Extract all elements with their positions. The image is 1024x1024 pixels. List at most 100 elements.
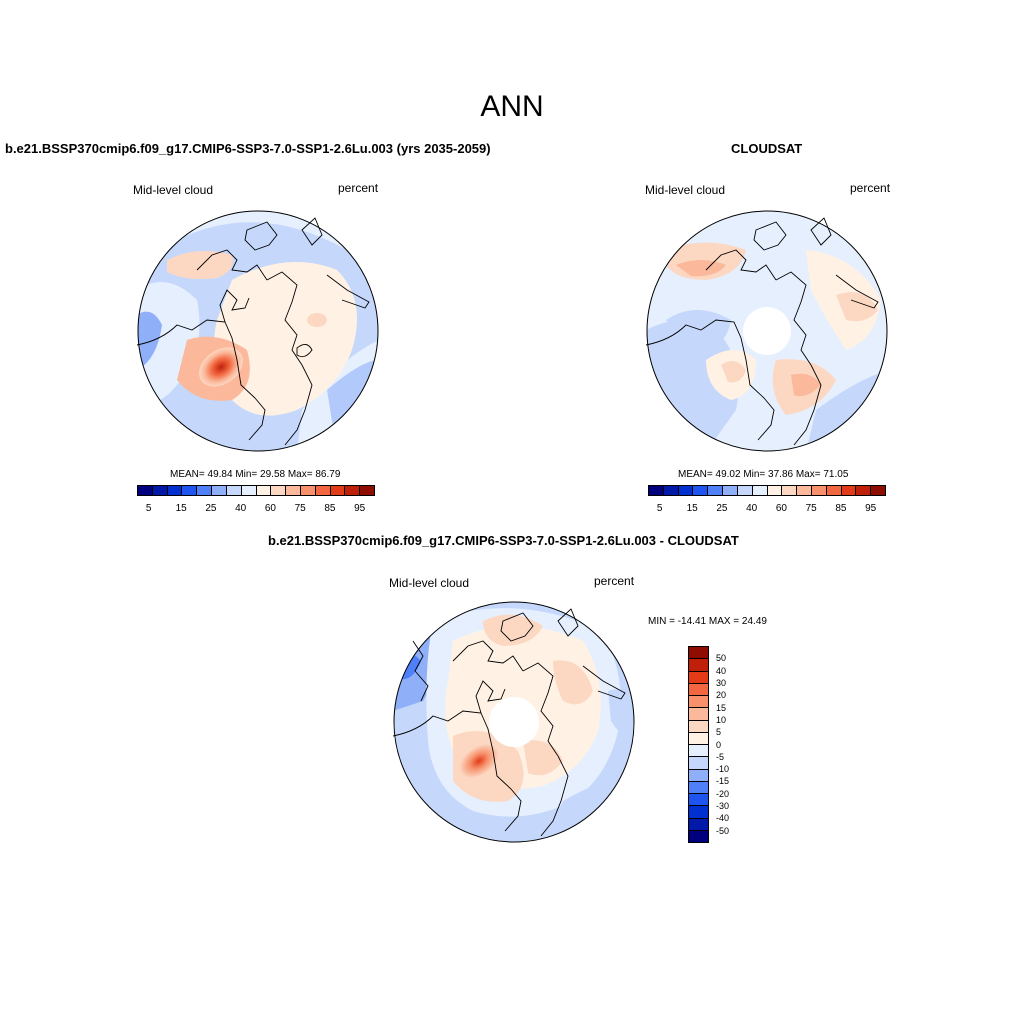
diff-colorbar-swatch [689, 780, 708, 793]
diff-colorbar-tick-label: -15 [716, 776, 730, 787]
diff-colorbar-swatch [689, 647, 708, 659]
diff-panel-title: b.e21.BSSP370cmip6.f09_g17.CMIP6-SSP3-7.… [268, 533, 739, 548]
obs-colorbar-swatch [855, 486, 871, 495]
diff-colorbar-swatch [689, 670, 708, 683]
diff-colorbar-swatch [689, 658, 708, 671]
diff-colorbar-tick-label: -10 [716, 764, 730, 775]
diff-colorbar-tick-label: -30 [716, 801, 730, 812]
obs-colorbar-tick-label: 25 [716, 503, 728, 514]
obs-colorbar-swatch [736, 486, 752, 495]
model-colorbar-swatch [314, 486, 330, 495]
obs-colorbar-swatch [751, 486, 767, 495]
diff-colorbar-tick-label: 50 [716, 653, 727, 664]
obs-colorbar-swatch [649, 486, 663, 495]
obs-colorbar-swatch [766, 486, 782, 495]
obs-colorbar-swatch [840, 486, 856, 495]
diff-colorbar-swatch [689, 817, 708, 830]
obs-colorbar-tick-label: 15 [686, 503, 698, 514]
diff-colorbar-swatch [689, 707, 708, 720]
diff-colorbar-swatch [689, 805, 708, 818]
diff-colorbar-tick-label: 10 [716, 714, 727, 725]
obs-colorbar-tick-label: 40 [746, 503, 758, 514]
diff-colorbar-swatch [689, 768, 708, 781]
obs-units-label: percent [850, 181, 891, 195]
obs-colorbar-swatch [677, 486, 693, 495]
obs-colorbar [648, 485, 886, 496]
obs-colorbar-swatch [692, 486, 708, 495]
diff-colorbar-swatch [689, 744, 708, 757]
model-polar-map [137, 210, 379, 452]
obs-colorbar-swatch [825, 486, 841, 495]
model-colorbar-swatch [285, 486, 300, 495]
model-colorbar-swatch [166, 486, 182, 495]
diff-polar-map [393, 601, 635, 843]
model-panel-title: b.e21.BSSP370cmip6.f09_g17.CMIP6-SSP3-7.… [5, 141, 491, 156]
diff-colorbar-tick-label: -40 [716, 813, 730, 824]
diff-variable-label: Mid-level cloud [389, 576, 470, 590]
obs-missing-data-hole [743, 307, 791, 355]
obs-colorbar-tick-label: 60 [775, 503, 787, 514]
season-title: ANN [480, 90, 544, 123]
diff-colorbar-swatch [689, 731, 708, 744]
diff-colorbar-swatch [689, 719, 708, 732]
model-colorbar [137, 485, 375, 496]
diff-colorbar-swatch [689, 695, 708, 708]
diff-colorbar-tick-label: -20 [716, 788, 730, 799]
diff-colorbar-tick-label: 40 [716, 665, 727, 676]
diff-colorbar-tick-label: -5 [716, 751, 725, 762]
obs-colorbar-swatch [662, 486, 678, 495]
model-colorbar-tick-label: 40 [235, 503, 247, 514]
model-colorbar-swatch [255, 486, 271, 495]
obs-panel-title: CLOUDSAT [731, 141, 803, 156]
model-colorbar-tick-label: 5 [145, 503, 152, 514]
model-colorbar-tick-label: 15 [175, 503, 187, 514]
model-variable-label: Mid-level cloud [133, 183, 214, 197]
model-colorbar-swatch [196, 486, 212, 495]
model-colorbar-tick-label: 85 [324, 503, 336, 514]
obs-colorbar-swatch [796, 486, 811, 495]
diff-stats: MIN = -14.41 MAX = 24.49 [648, 616, 767, 627]
obs-stats: MEAN= 49.02 Min= 37.86 Max= 71.05 [678, 469, 849, 480]
model-colorbar-swatch [240, 486, 256, 495]
obs-colorbar-swatch [707, 486, 723, 495]
diff-colorbar-swatch [689, 829, 708, 842]
model-colorbar-swatch [329, 486, 345, 495]
obs-colorbar-tick-label: 5 [656, 503, 663, 514]
obs-colorbar-tick-label: 85 [835, 503, 847, 514]
diff-colorbar-tick-label: 5 [716, 727, 722, 738]
diff-colorbar-tick-label: 20 [716, 690, 727, 701]
model-colorbar-tick-label: 60 [264, 503, 276, 514]
diff-colorbar-swatch [689, 793, 708, 806]
diff-colorbar-tick-label: 15 [716, 702, 727, 713]
diff-colorbar [688, 646, 709, 843]
diff-colorbar-swatch [689, 682, 708, 695]
model-colorbar-tick-label: 75 [294, 503, 306, 514]
model-colorbar-swatch [270, 486, 286, 495]
model-stats: MEAN= 49.84 Min= 29.58 Max= 86.79 [170, 469, 341, 480]
model-colorbar-swatch [181, 486, 197, 495]
model-colorbar-swatch [138, 486, 152, 495]
obs-colorbar-tick-label: 95 [865, 503, 877, 514]
model-colorbar-swatch [344, 486, 360, 495]
model-colorbar-tick-label: 95 [354, 503, 366, 514]
diff-colorbar-tick-label: 30 [716, 677, 727, 688]
model-colorbar-swatch [225, 486, 241, 495]
model-colorbar-swatch [359, 486, 374, 495]
obs-variable-label: Mid-level cloud [645, 183, 726, 197]
obs-colorbar-swatch [722, 486, 737, 495]
diff-missing-data-hole [489, 697, 539, 747]
obs-polar-map [646, 210, 888, 452]
obs-colorbar-tick-label: 75 [805, 503, 817, 514]
diff-colorbar-tick-label: -50 [716, 825, 730, 836]
model-colorbar-swatch [151, 486, 167, 495]
obs-colorbar-swatch [781, 486, 797, 495]
diff-units-label: percent [594, 574, 635, 588]
model-units-label: percent [338, 181, 379, 195]
diff-colorbar-swatch [689, 756, 708, 769]
model-colorbar-tick-label: 25 [205, 503, 217, 514]
model-colorbar-swatch [299, 486, 315, 495]
diff-colorbar-tick-label: 0 [716, 739, 722, 750]
obs-colorbar-swatch [810, 486, 826, 495]
model-colorbar-swatch [211, 486, 226, 495]
obs-colorbar-swatch [870, 486, 885, 495]
